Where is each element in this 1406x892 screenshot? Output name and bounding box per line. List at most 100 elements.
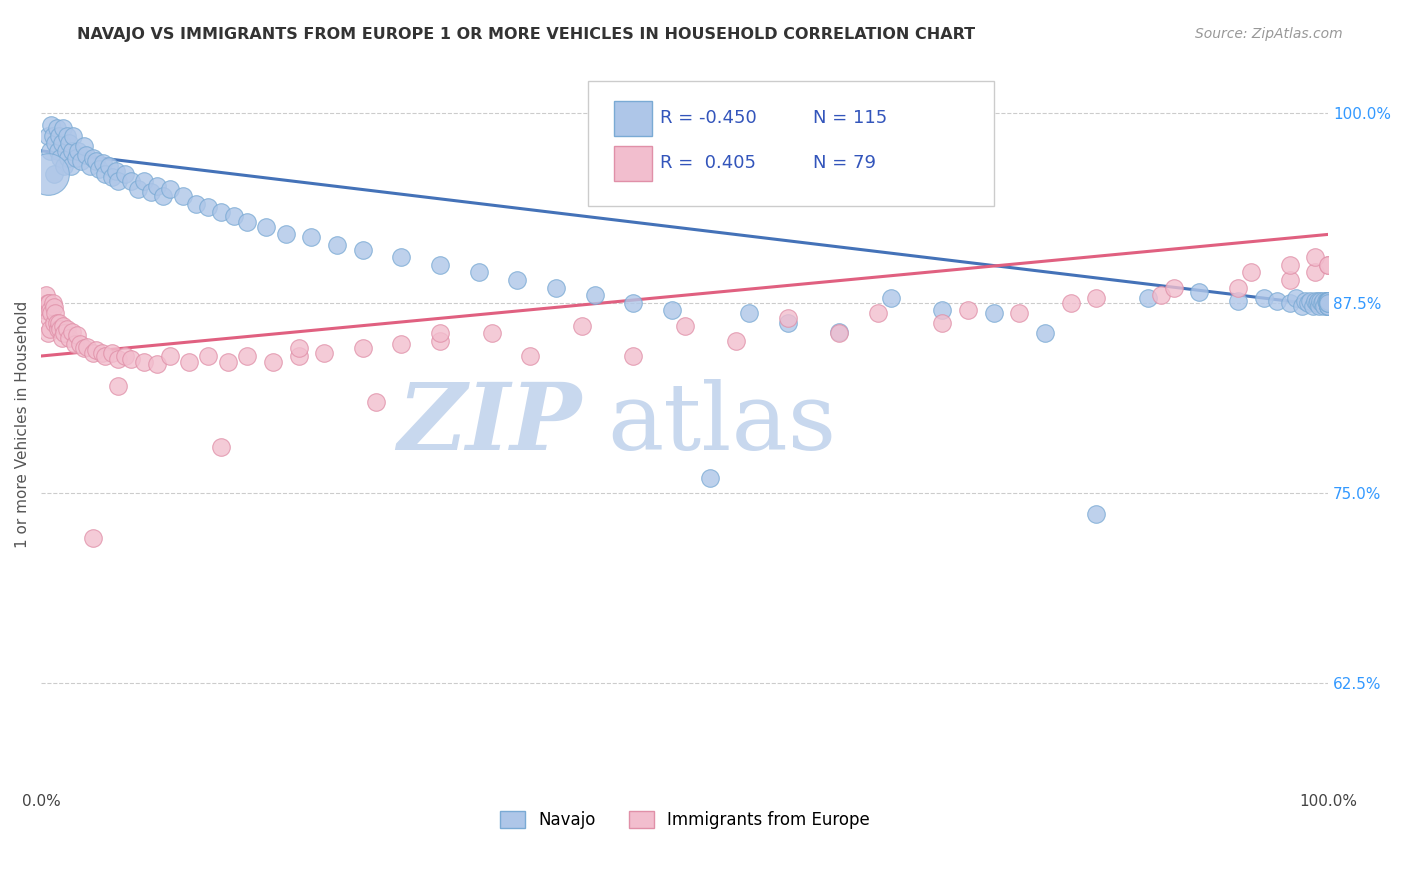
Point (114, 349, 136, 363)
Point (39, 144, 62, 158)
Point (391, 250, 413, 264)
Point (673, 318, 696, 333)
Point (1317, 295, 1340, 310)
Point (1227, 294, 1250, 309)
Point (53, 326, 76, 341)
Point (94, 167, 117, 181)
Point (197, 200, 219, 214)
Point (287, 349, 309, 363)
Point (48, 316, 70, 330)
Point (209, 440, 232, 454)
Point (52, 120, 75, 135)
Point (1317, 295, 1340, 310)
Point (48, 128, 70, 143)
Point (146, 178, 169, 193)
Point (66, 327, 89, 342)
Point (101, 346, 124, 360)
Point (159, 182, 181, 196)
Point (352, 342, 374, 356)
Point (1265, 294, 1288, 309)
Point (86, 343, 108, 357)
Point (254, 219, 277, 234)
Point (738, 306, 761, 320)
Point (217, 355, 239, 369)
Point (544, 280, 567, 294)
Point (1308, 299, 1330, 313)
Point (1316, 294, 1339, 309)
Point (46, 144, 69, 158)
Point (314, 346, 336, 360)
Point (1303, 294, 1326, 309)
Point (37, 167, 59, 181)
Point (1317, 294, 1340, 309)
Point (79, 159, 101, 173)
Point (132, 174, 155, 188)
Point (56, 152, 79, 166)
Point (364, 394, 387, 409)
Point (69, 336, 91, 351)
Point (429, 334, 451, 348)
Point (60, 325, 83, 339)
Point (866, 306, 889, 320)
Point (1317, 294, 1340, 309)
Point (326, 238, 349, 252)
Point (1060, 295, 1083, 310)
Point (62, 128, 84, 143)
Point (236, 215, 259, 229)
Point (1303, 265, 1326, 279)
Point (120, 174, 142, 188)
Point (287, 342, 309, 356)
Point (429, 258, 451, 272)
Point (75, 148, 97, 162)
Point (38, 295, 60, 310)
Point (776, 316, 799, 330)
Point (1317, 294, 1340, 309)
Point (41, 306, 63, 320)
Point (39, 321, 62, 335)
Point (262, 355, 284, 369)
Point (1285, 291, 1308, 305)
Point (1317, 295, 1340, 310)
Point (91, 156, 114, 170)
Point (699, 470, 721, 484)
Point (42, 301, 65, 315)
Text: atlas: atlas (607, 379, 837, 469)
Point (1136, 291, 1159, 305)
Point (1294, 294, 1316, 309)
Point (661, 303, 683, 318)
Point (209, 204, 232, 219)
Point (60, 144, 83, 158)
Point (1317, 294, 1340, 309)
Point (1317, 294, 1340, 309)
Point (76, 340, 98, 354)
Text: N = 115: N = 115 (813, 109, 887, 128)
Point (58, 136, 80, 151)
Point (35, 288, 58, 302)
Point (127, 182, 149, 196)
Point (1150, 288, 1173, 302)
Point (571, 318, 593, 333)
Y-axis label: 1 or more Vehicles in Household: 1 or more Vehicles in Household (15, 301, 30, 548)
Point (352, 243, 374, 257)
Point (37, 295, 59, 310)
Point (107, 174, 129, 188)
Point (931, 303, 953, 318)
Point (41, 118, 63, 132)
Legend: Navajo, Immigrants from Europe: Navajo, Immigrants from Europe (494, 804, 876, 836)
Point (1240, 265, 1263, 279)
Point (1317, 295, 1340, 310)
Text: N = 79: N = 79 (813, 154, 876, 172)
Point (132, 355, 155, 369)
Point (1296, 295, 1319, 310)
Point (1317, 295, 1340, 310)
Point (90, 346, 112, 360)
Point (67, 144, 90, 158)
Bar (614, 101, 652, 136)
Point (120, 352, 142, 367)
Point (98, 159, 121, 173)
Text: R = -0.450: R = -0.450 (661, 109, 756, 128)
Point (179, 355, 201, 369)
Point (506, 273, 529, 287)
Point (49, 152, 72, 166)
Point (41, 295, 63, 310)
